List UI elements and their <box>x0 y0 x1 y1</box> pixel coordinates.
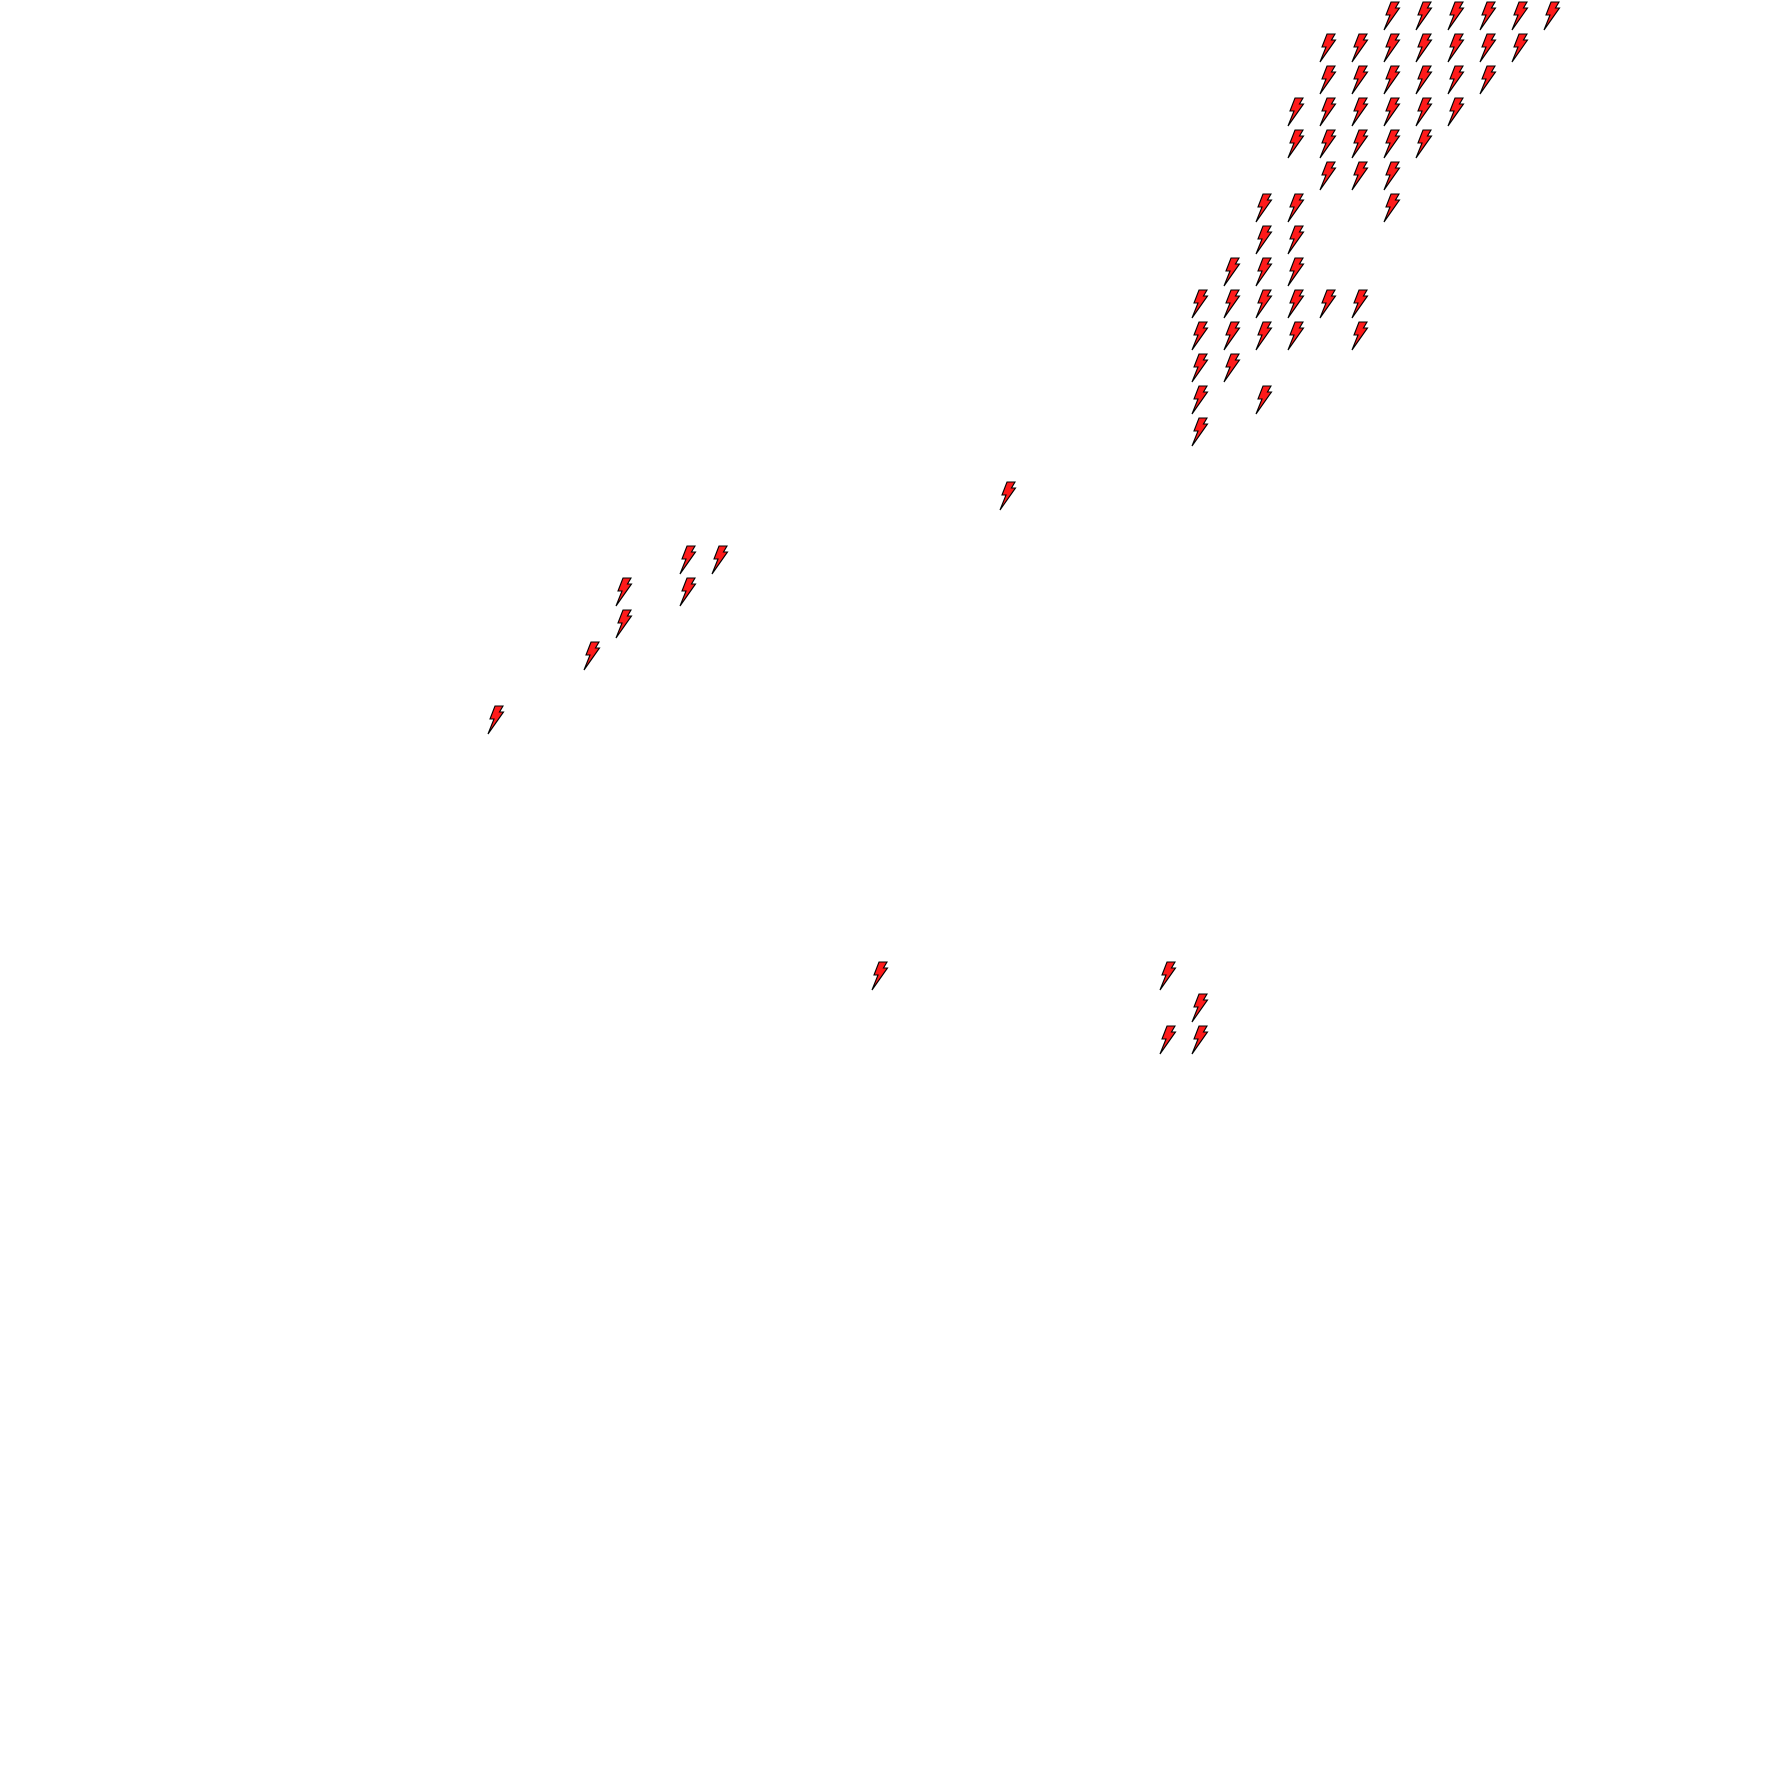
lightning-bolt-icon[interactable] <box>1351 65 1369 95</box>
lightning-bolt-icon[interactable] <box>1287 97 1305 127</box>
lightning-bolt-icon[interactable] <box>1383 129 1401 159</box>
lightning-bolt-icon[interactable] <box>1191 289 1209 319</box>
lightning-bolt-icon[interactable] <box>679 545 697 575</box>
lightning-bolt-icon[interactable] <box>1415 65 1433 95</box>
lightning-bolt-icon[interactable] <box>1415 97 1433 127</box>
lightning-bolt-icon[interactable] <box>1223 257 1241 287</box>
lightning-bolt-icon[interactable] <box>1447 33 1465 63</box>
lightning-bolt-icon[interactable] <box>679 577 697 607</box>
lightning-bolt-icon[interactable] <box>1319 97 1337 127</box>
lightning-bolt-icon[interactable] <box>1415 1 1433 31</box>
lightning-bolt-icon[interactable] <box>1351 97 1369 127</box>
lightning-bolt-icon[interactable] <box>1191 993 1209 1023</box>
lightning-bolt-icon[interactable] <box>1319 289 1337 319</box>
lightning-bolt-icon[interactable] <box>1287 193 1305 223</box>
lightning-bolt-icon[interactable] <box>615 609 633 639</box>
lightning-bolt-icon[interactable] <box>1479 33 1497 63</box>
lightning-bolt-icon[interactable] <box>1319 33 1337 63</box>
lightning-bolt-icon[interactable] <box>1415 129 1433 159</box>
lightning-bolt-icon[interactable] <box>1351 321 1369 351</box>
lightning-bolt-icon[interactable] <box>1255 225 1273 255</box>
lightning-bolt-icon[interactable] <box>1255 385 1273 415</box>
lightning-bolt-icon[interactable] <box>583 641 601 671</box>
lightning-bolt-icon[interactable] <box>1383 33 1401 63</box>
lightning-bolt-icon[interactable] <box>1191 353 1209 383</box>
lightning-bolt-icon[interactable] <box>1351 289 1369 319</box>
lightning-bolt-icon[interactable] <box>1383 193 1401 223</box>
lightning-bolt-icon[interactable] <box>1447 97 1465 127</box>
lightning-bolt-icon[interactable] <box>1383 161 1401 191</box>
lightning-bolt-icon[interactable] <box>1319 65 1337 95</box>
lightning-bolt-icon[interactable] <box>1191 417 1209 447</box>
lightning-bolt-icon[interactable] <box>1383 65 1401 95</box>
lightning-bolt-icon[interactable] <box>1255 193 1273 223</box>
lightning-bolt-icon[interactable] <box>871 961 889 991</box>
lightning-bolt-icon[interactable] <box>1351 161 1369 191</box>
lightning-bolt-icon[interactable] <box>1351 129 1369 159</box>
lightning-bolt-icon[interactable] <box>1319 129 1337 159</box>
lightning-bolt-icon[interactable] <box>1511 1 1529 31</box>
lightning-bolt-icon[interactable] <box>1447 1 1465 31</box>
lightning-bolt-icon[interactable] <box>1191 1025 1209 1055</box>
lightning-bolt-icon[interactable] <box>1287 129 1305 159</box>
lightning-bolt-icon[interactable] <box>1159 1025 1177 1055</box>
lightning-bolt-icon[interactable] <box>615 577 633 607</box>
lightning-bolt-icon[interactable] <box>1383 1 1401 31</box>
lightning-bolt-icon[interactable] <box>1543 1 1561 31</box>
lightning-bolt-icon[interactable] <box>1415 33 1433 63</box>
lightning-bolt-icon[interactable] <box>1479 65 1497 95</box>
lightning-bolt-icon[interactable] <box>487 705 505 735</box>
lightning-bolt-icon[interactable] <box>1479 1 1497 31</box>
lightning-bolt-icon[interactable] <box>1287 257 1305 287</box>
lightning-bolt-icon[interactable] <box>1383 97 1401 127</box>
lightning-bolt-icon[interactable] <box>999 481 1017 511</box>
lightning-bolt-icon[interactable] <box>1223 289 1241 319</box>
lightning-bolt-icon[interactable] <box>1191 385 1209 415</box>
lightning-bolt-icon[interactable] <box>1223 321 1241 351</box>
lightning-bolt-icon[interactable] <box>1287 225 1305 255</box>
lightning-bolt-icon[interactable] <box>1287 289 1305 319</box>
lightning-bolt-icon[interactable] <box>1255 257 1273 287</box>
lightning-bolt-icon[interactable] <box>1255 289 1273 319</box>
lightning-bolt-icon[interactable] <box>1511 33 1529 63</box>
lightning-bolt-icon[interactable] <box>1351 33 1369 63</box>
lightning-bolt-icon[interactable] <box>1159 961 1177 991</box>
lightning-bolt-icon[interactable] <box>1223 353 1241 383</box>
lightning-bolt-icon[interactable] <box>1255 321 1273 351</box>
lightning-bolt-icon[interactable] <box>1287 321 1305 351</box>
lightning-bolt-icon[interactable] <box>1319 161 1337 191</box>
lightning-bolt-icon[interactable] <box>1447 65 1465 95</box>
lightning-bolt-icon[interactable] <box>1191 321 1209 351</box>
lightning-bolt-icon[interactable] <box>711 545 729 575</box>
